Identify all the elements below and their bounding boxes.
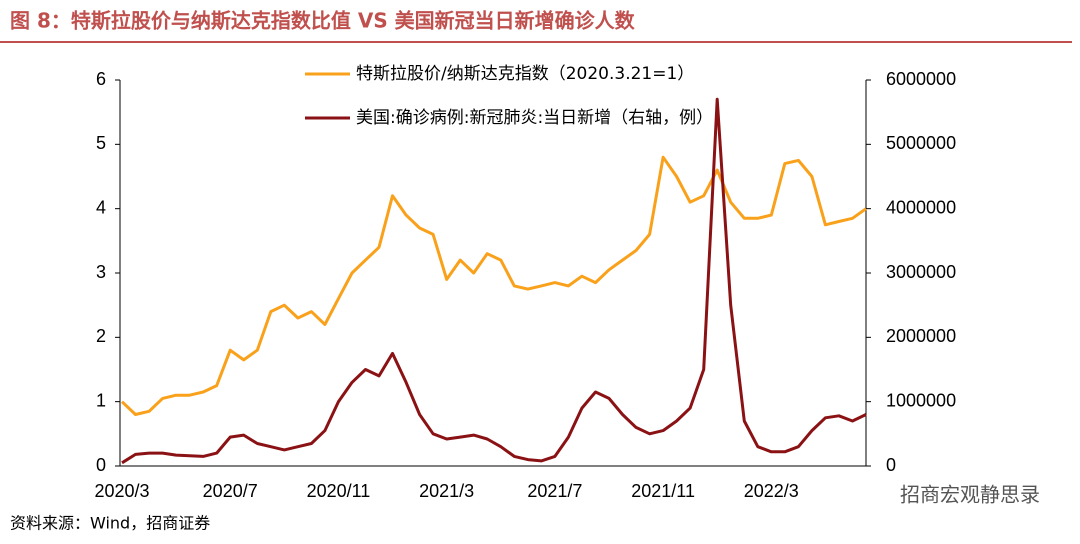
y-tick-label: 2 bbox=[96, 326, 106, 346]
x-tick-label: 2020/11 bbox=[307, 481, 371, 501]
y-tick-label: 1 bbox=[96, 390, 106, 410]
legend-label: 美国:确诊病例:新冠肺炎:当日新增（右轴，例） bbox=[356, 108, 713, 128]
y2-tick-label: 2000000 bbox=[886, 326, 956, 346]
y2-tick-label: 3000000 bbox=[886, 262, 956, 282]
x-tick-label: 2021/3 bbox=[419, 481, 474, 501]
source-note: 资料来源：Wind，招商证券 bbox=[10, 514, 210, 533]
y-tick-label: 4 bbox=[96, 197, 106, 217]
x-tick-label: 2022/3 bbox=[744, 481, 799, 501]
y-tick-label: 0 bbox=[96, 455, 106, 475]
x-tick-label: 2021/11 bbox=[631, 481, 695, 501]
watermark: 招商宏观静思录 bbox=[900, 483, 1040, 507]
x-tick-label: 2020/3 bbox=[94, 481, 149, 501]
chart-title: 图 8：特斯拉股价与纳斯达克指数比值 VS 美国新冠当日新增确诊人数 bbox=[10, 9, 636, 33]
x-tick-label: 2021/7 bbox=[527, 481, 582, 501]
y2-tick-label: 6000000 bbox=[886, 69, 956, 89]
x-tick-label: 2020/7 bbox=[203, 481, 258, 501]
series-line bbox=[120, 155, 867, 416]
y2-tick-label: 1000000 bbox=[886, 390, 956, 410]
y2-tick-label: 0 bbox=[886, 455, 896, 475]
y-tick-label: 6 bbox=[96, 69, 106, 89]
y2-tick-label: 4000000 bbox=[886, 197, 956, 217]
legend-label: 特斯拉股价/纳斯达克指数（2020.3.21=1） bbox=[356, 64, 694, 84]
series-line bbox=[121, 97, 867, 465]
y2-tick-label: 5000000 bbox=[886, 133, 956, 153]
y-tick-label: 3 bbox=[96, 262, 106, 282]
y-tick-label: 5 bbox=[96, 133, 106, 153]
